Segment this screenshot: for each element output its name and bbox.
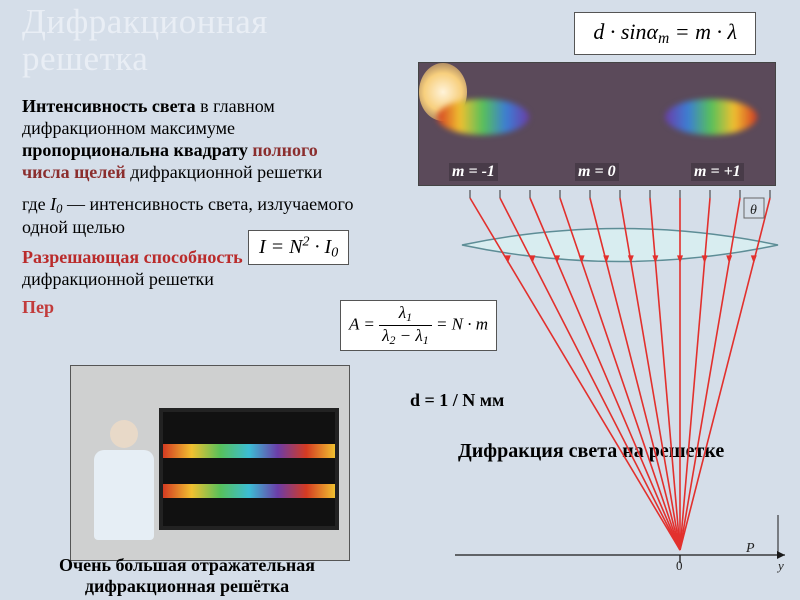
- svg-text:0: 0: [676, 558, 683, 573]
- proportional-term: пропорциональна квадрату: [22, 140, 252, 160]
- frac-num: λ1: [379, 303, 432, 326]
- resolve-term: Разрешающая способность: [22, 247, 243, 267]
- spectrum-right-rainbow: [665, 99, 757, 135]
- title-line2: решетка: [22, 39, 148, 78]
- period-term: Пер: [22, 297, 54, 317]
- formula-resolve-frac: λ1 λ2 − λ1: [379, 303, 432, 348]
- ray-diagram: θ P 0 y: [450, 190, 790, 580]
- formula-intensity: I = N2 · I0: [248, 230, 349, 265]
- svg-text:P: P: [745, 541, 755, 556]
- frac-den: λ2 − λ1: [379, 326, 432, 348]
- formula-main: d · sinαm = m · λ: [574, 12, 756, 55]
- svg-text:θ: θ: [750, 203, 757, 218]
- intensity-term: Интенсивность света: [22, 96, 196, 116]
- bottom-caption: Очень большая отражательная дифракционна…: [22, 555, 352, 597]
- main-paragraph: Интенсивность света в главном дифракцион…: [22, 96, 367, 319]
- scientist-figure: [89, 420, 159, 560]
- title-line1: Дифракционная: [22, 2, 268, 41]
- rainbow-band-1: [163, 444, 335, 458]
- m-plus1-label: m = +1: [691, 163, 744, 181]
- formula-main-text: d · sinαm = m · λ: [593, 19, 737, 44]
- scientist-head: [110, 420, 138, 448]
- spectrum-left-rainbow: [437, 99, 529, 135]
- grating-screen: [159, 408, 339, 530]
- m-0-label: m = 0: [575, 163, 619, 181]
- p-t2: дифракционной решетки: [126, 162, 322, 182]
- page-title: Дифракционная решетка: [22, 4, 268, 78]
- rainbow-band-2: [163, 484, 335, 498]
- svg-text:y: y: [776, 558, 784, 573]
- p-t5: дифракционной решетки: [22, 269, 214, 289]
- scientist-body: [94, 450, 154, 540]
- i0: I0: [50, 194, 62, 214]
- spectrum-photo: m = -1 m = 0 m = +1: [418, 62, 776, 186]
- grating-photo: [70, 365, 350, 561]
- p-t3: где: [22, 194, 50, 214]
- m-minus1-label: m = -1: [449, 163, 498, 181]
- formula-intensity-text: I = N2 · I0: [259, 236, 338, 258]
- formula-resolve-lhs: A =: [349, 314, 375, 333]
